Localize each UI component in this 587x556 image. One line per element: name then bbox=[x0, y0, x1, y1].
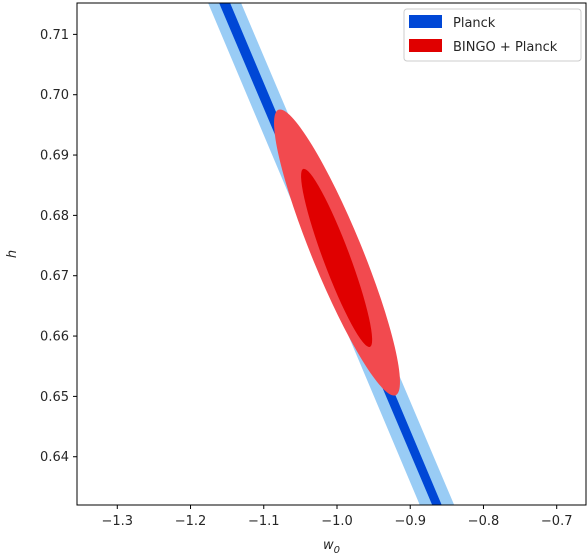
y-tick-label: 0.67 bbox=[40, 269, 69, 284]
y-tick-label: 0.66 bbox=[40, 330, 69, 345]
x-tick-label: −1.1 bbox=[248, 514, 280, 529]
legend-swatch-planck bbox=[409, 15, 442, 28]
x-tick-label: −1.3 bbox=[101, 514, 133, 529]
x-tick-label: −0.8 bbox=[468, 514, 500, 529]
y-tick-label: 0.64 bbox=[40, 450, 69, 465]
legend-box bbox=[403, 8, 582, 62]
y-axis-label: h bbox=[5, 250, 20, 258]
legend-swatch-bingo-planck bbox=[409, 39, 442, 52]
y-tick-label: 0.68 bbox=[40, 209, 69, 224]
x-axis-label: w0 bbox=[323, 538, 340, 556]
y-tick-label: 0.71 bbox=[40, 28, 69, 43]
y-tick-label: 0.70 bbox=[40, 88, 69, 103]
x-axis-label-main: w bbox=[323, 538, 334, 553]
bingo-planck-contour-1sigma bbox=[301, 168, 373, 347]
x-tick-label: −1.0 bbox=[321, 514, 353, 529]
x-tick-label: −0.7 bbox=[541, 514, 573, 529]
y-tick-label: 0.69 bbox=[40, 149, 69, 164]
legend-label-planck: Planck bbox=[453, 16, 496, 31]
y-axis-ticks: 0.64 0.65 0.66 0.67 0.68 0.69 0.70 0.71 bbox=[40, 28, 77, 465]
y-tick-label: 0.65 bbox=[40, 390, 69, 405]
x-tick-label: −0.9 bbox=[394, 514, 426, 529]
x-axis-ticks: −1.3 −1.2 −1.1 −1.0 −0.9 −0.8 −0.7 bbox=[101, 505, 572, 529]
axes-frame bbox=[76, 2, 587, 506]
plot-area bbox=[208, 3, 455, 505]
x-tick-label: −1.2 bbox=[175, 514, 207, 529]
x-axis-label-subscript: 0 bbox=[334, 545, 340, 556]
legend: Planck BINGO + Planck bbox=[403, 8, 582, 62]
legend-label-bingo-planck: BINGO + Planck bbox=[453, 40, 558, 55]
